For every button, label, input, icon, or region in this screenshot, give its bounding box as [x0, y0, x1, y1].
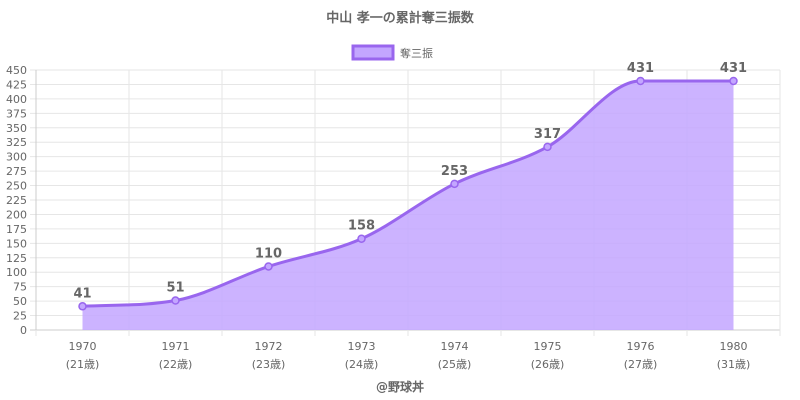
data-point[interactable] [78, 302, 87, 311]
y-tick-label: 100 [6, 266, 27, 279]
x-tick-sublabel: (24歳) [345, 358, 379, 371]
data-label: 431 [627, 61, 654, 76]
data-point[interactable] [264, 262, 273, 271]
data-label: 317 [534, 127, 561, 142]
x-tick-sublabel: (27歳) [624, 358, 658, 371]
x-tick-label: 1975 [534, 340, 562, 353]
y-tick-label: 400 [6, 93, 27, 106]
data-label: 253 [441, 164, 468, 179]
y-tick-label: 375 [6, 107, 27, 120]
legend[interactable]: 奪三振 [351, 44, 433, 61]
y-tick-label: 275 [6, 165, 27, 178]
credit-label: @野球丼 [376, 379, 424, 394]
data-point[interactable] [357, 234, 366, 243]
y-tick-label: 450 [6, 64, 27, 77]
y-tick-label: 225 [6, 194, 27, 207]
x-tick-sublabel: (22歳) [159, 358, 193, 371]
x-tick-sublabel: (23歳) [252, 358, 286, 371]
chart-title: 中山 孝一の累計奪三振数 [326, 10, 475, 26]
y-tick-label: 50 [13, 295, 27, 308]
data-point[interactable] [450, 179, 459, 189]
series-line [82, 79, 734, 308]
data-point[interactable] [636, 76, 645, 86]
y-tick-label: 200 [6, 208, 27, 221]
y-tick-label: 25 [13, 310, 27, 323]
data-label: 158 [348, 219, 375, 234]
legend-swatch [351, 44, 395, 61]
x-tick-label: 1974 [441, 340, 469, 353]
series-layer [78, 76, 738, 330]
y-tick-label: 250 [6, 180, 27, 193]
y-tick-label: 150 [6, 237, 27, 250]
legend-label: 奪三振 [400, 46, 433, 60]
x-tick-sublabel: (21歳) [66, 358, 100, 371]
x-tick-label: 1976 [627, 340, 655, 353]
y-tick-label: 75 [13, 281, 27, 294]
data-label: 110 [255, 246, 282, 261]
y-tick-label: 0 [20, 324, 27, 337]
data-label: 431 [720, 61, 747, 76]
y-tick-label: 175 [6, 223, 27, 236]
series-area [82, 80, 734, 330]
x-tick-label: 1972 [255, 340, 283, 353]
data-point[interactable] [543, 142, 552, 152]
x-tick-label: 1971 [162, 340, 190, 353]
y-tick-label: 425 [6, 78, 27, 91]
x-tick-label: 1970 [69, 340, 97, 353]
x-tick-label: 1980 [720, 340, 748, 353]
y-tick-label: 350 [6, 122, 27, 135]
x-tick-sublabel: (31歳) [717, 358, 751, 371]
x-tick-label: 1973 [348, 340, 376, 353]
data-labels: 41 51 110 158 253 317 431 431 [73, 61, 747, 301]
x-axis-ticks: 1970 (21歳) 1971 (22歳) 1972 (23歳) 1973 (24歳) 1974… [66, 340, 751, 371]
data-point[interactable] [729, 76, 738, 86]
data-label: 41 [73, 286, 91, 301]
data-label: 51 [166, 281, 184, 296]
data-point[interactable] [171, 296, 180, 305]
y-tick-label: 300 [6, 151, 27, 164]
x-tick-sublabel: (26歳) [531, 358, 565, 371]
y-tick-label: 325 [6, 136, 27, 149]
x-tick-sublabel: (25歳) [438, 358, 472, 371]
y-tick-label: 125 [6, 252, 27, 265]
